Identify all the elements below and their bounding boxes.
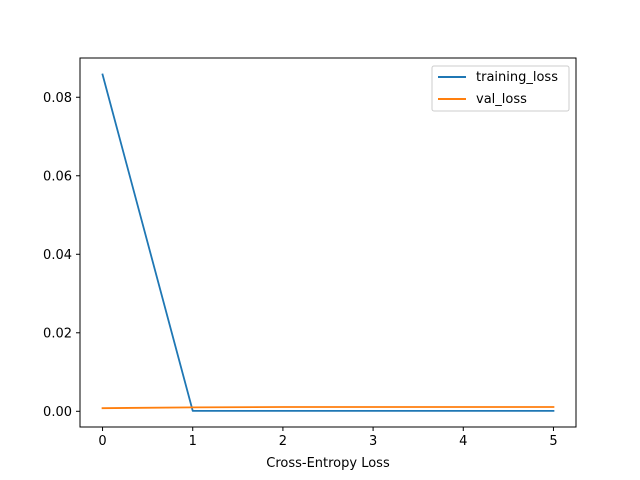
x-tick-label: 5 bbox=[549, 434, 557, 449]
y-tick-label: 0.02 bbox=[43, 326, 72, 341]
x-tick-label: 0 bbox=[98, 434, 106, 449]
y-tick-label: 0.00 bbox=[43, 405, 72, 420]
x-axis: 0 1 2 3 4 5 Cross-Entropy Loss bbox=[98, 427, 558, 471]
y-tick-label: 0.06 bbox=[43, 169, 72, 184]
x-tick-label: 4 bbox=[459, 434, 467, 449]
x-ticks: 0 1 2 3 4 5 bbox=[98, 427, 558, 449]
axes-frame bbox=[79, 57, 577, 428]
legend: training_loss val_loss bbox=[431, 65, 570, 112]
x-tick-label: 2 bbox=[279, 434, 287, 449]
x-tick-label: 1 bbox=[189, 434, 197, 449]
plot-area bbox=[79, 57, 577, 428]
x-axis-label: Cross-Entropy Loss bbox=[266, 456, 390, 471]
legend-box bbox=[431, 65, 570, 112]
series-layer bbox=[101, 73, 555, 412]
y-tick-label: 0.08 bbox=[43, 91, 72, 106]
series-line-val-loss bbox=[101, 406, 555, 410]
axes-background bbox=[80, 58, 576, 427]
y-tick-label: 0.04 bbox=[43, 248, 72, 263]
series-line-training-loss bbox=[101, 73, 555, 412]
x-tick-label: 3 bbox=[369, 434, 377, 449]
legend-label-val-loss: val_loss bbox=[476, 92, 527, 107]
y-ticks: 0.00 0.02 0.04 0.06 0.08 bbox=[43, 91, 80, 420]
y-axis: 0.00 0.02 0.04 0.06 0.08 bbox=[43, 91, 80, 420]
legend-label-training-loss: training_loss bbox=[476, 70, 558, 85]
